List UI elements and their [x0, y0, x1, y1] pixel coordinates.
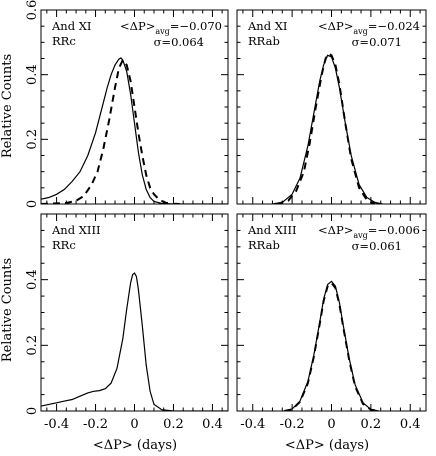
x-tick-label: -0.4	[44, 417, 69, 432]
panel-sigma: σ=0.064	[154, 35, 204, 49]
x-tick-label: 0.2	[361, 417, 382, 432]
y-tick-label: 0.2	[25, 129, 40, 150]
series-solid-line	[41, 272, 228, 411]
x-tick-label: -0.4	[240, 417, 265, 432]
panel-type-label: RRc	[52, 34, 76, 48]
panel-type-label: RRab	[248, 34, 280, 48]
panel-galaxy-label: And XIII	[247, 223, 297, 237]
x-axis-label-left: <ΔP> (days)	[93, 438, 177, 453]
series-dashed-line	[276, 52, 376, 204]
x-axis-label-right: <ΔP> (days)	[285, 438, 369, 453]
series-solid-line	[284, 280, 379, 411]
x-tick-label: -0.2	[280, 417, 305, 432]
panel-sigma: σ=0.071	[352, 35, 402, 49]
panel-type-label: RRc	[52, 238, 76, 252]
y-axis-label-top: Relative Counts	[0, 54, 15, 158]
panel-mean-delta-p: <ΔP>avg=−0.006	[318, 223, 420, 240]
panel-sigma: σ=0.061	[352, 239, 402, 253]
y-tick-label: 0	[25, 407, 40, 415]
x-tick-label: 0.4	[400, 417, 421, 432]
series-solid-line	[41, 57, 228, 204]
series-dashed-line	[284, 281, 379, 411]
x-tick-label: -0.2	[83, 417, 108, 432]
series-dashed-line	[41, 58, 182, 204]
panel-galaxy-label: And XI	[247, 19, 287, 33]
y-tick-label: 0.2	[25, 335, 40, 356]
y-tick-label: 0.6	[25, 0, 40, 20]
panel-mean-delta-p: <ΔP>avg=−0.070	[120, 19, 222, 36]
panel-galaxy-label: And XI	[51, 19, 91, 33]
x-tick-label: 0	[130, 417, 138, 432]
y-tick-label: 0.4	[25, 269, 40, 290]
x-tick-label: 0.2	[163, 417, 184, 432]
y-tick-label: 0	[25, 200, 40, 208]
y-axis-label-bottom: Relative Counts	[0, 258, 15, 362]
panel-mean-delta-p: <ΔP>avg=−0.024	[318, 19, 420, 36]
x-tick-label: 0.4	[202, 417, 223, 432]
panel-type-label: RRab	[248, 238, 280, 252]
series-solid-line	[272, 54, 383, 204]
x-tick-label: 0	[327, 417, 335, 432]
panel-galaxy-label: And XIII	[51, 223, 101, 237]
y-tick-label: 0.4	[25, 64, 40, 85]
